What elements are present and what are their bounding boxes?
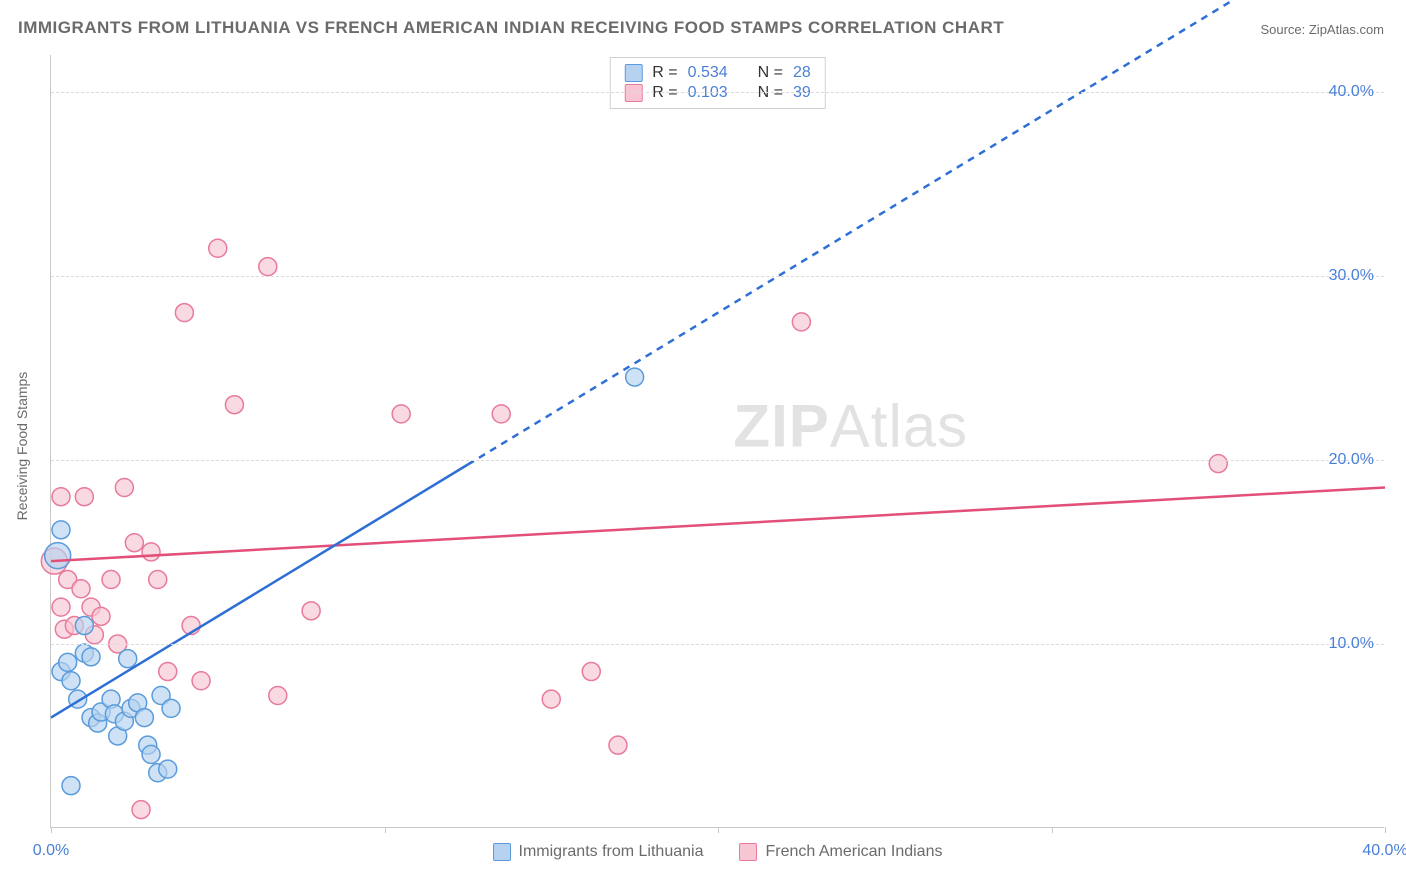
legend-series: Immigrants from Lithuania French American…: [51, 843, 1384, 861]
data-point: [115, 479, 133, 497]
legend-r-value: 0.103: [688, 84, 742, 102]
data-point: [52, 488, 70, 506]
legend-r-label: R =: [652, 84, 677, 102]
data-point: [52, 521, 70, 539]
data-point: [609, 736, 627, 754]
legend-swatch: [624, 64, 642, 82]
x-tick-label: 40.0%: [1362, 842, 1406, 860]
legend-n-value: 28: [793, 64, 811, 82]
legend-r-label: R =: [652, 64, 677, 82]
x-tick-mark: [1052, 827, 1053, 833]
legend-n-label: N =: [758, 84, 783, 102]
data-point: [132, 801, 150, 819]
y-axis-label: Receiving Food Stamps: [14, 372, 30, 521]
x-tick-mark: [51, 827, 52, 833]
y-tick-label: 30.0%: [1329, 267, 1374, 285]
data-point: [92, 607, 110, 625]
data-point: [62, 777, 80, 795]
gridline: [51, 460, 1384, 461]
data-point: [626, 368, 644, 386]
x-tick-mark: [1385, 827, 1386, 833]
legend-n-label: N =: [758, 64, 783, 82]
data-point: [302, 602, 320, 620]
data-point: [119, 650, 137, 668]
chart-title: IMMIGRANTS FROM LITHUANIA VS FRENCH AMER…: [18, 18, 1004, 38]
legend-series-item: Immigrants from Lithuania: [493, 843, 704, 861]
trend-line: [51, 488, 1385, 562]
data-point: [62, 672, 80, 690]
data-point: [269, 686, 287, 704]
legend-swatch: [624, 84, 642, 102]
trend-line: [468, 0, 1385, 465]
y-tick-label: 20.0%: [1329, 451, 1374, 469]
x-tick-label: 0.0%: [33, 842, 69, 860]
data-point: [102, 571, 120, 589]
y-tick-label: 40.0%: [1329, 83, 1374, 101]
legend-series-item: French American Indians: [739, 843, 942, 861]
scatter-svg: [51, 55, 1384, 827]
legend-r-value: 0.534: [688, 64, 742, 82]
data-point: [142, 745, 160, 763]
data-point: [82, 648, 100, 666]
legend-swatch: [739, 843, 757, 861]
data-point: [392, 405, 410, 423]
data-point: [159, 663, 177, 681]
source-label: Source: ZipAtlas.com: [1260, 22, 1384, 37]
y-tick-label: 10.0%: [1329, 635, 1374, 653]
data-point: [492, 405, 510, 423]
data-point: [225, 396, 243, 414]
data-point: [582, 663, 600, 681]
data-point: [259, 258, 277, 276]
gridline: [51, 92, 1384, 93]
trend-line: [51, 465, 468, 718]
legend-series-label: French American Indians: [765, 843, 942, 861]
data-point: [125, 534, 143, 552]
data-point: [162, 699, 180, 717]
x-tick-mark: [718, 827, 719, 833]
data-point: [792, 313, 810, 331]
data-point: [1209, 455, 1227, 473]
legend-correlation-row: R = 0.103 N = 39: [624, 84, 810, 102]
legend-correlation-row: R = 0.534 N = 28: [624, 64, 810, 82]
data-point: [542, 690, 560, 708]
data-point: [135, 709, 153, 727]
data-point: [209, 239, 227, 257]
x-tick-mark: [385, 827, 386, 833]
gridline: [51, 276, 1384, 277]
gridline: [51, 644, 1384, 645]
data-point: [59, 653, 77, 671]
data-point: [192, 672, 210, 690]
legend-series-label: Immigrants from Lithuania: [519, 843, 704, 861]
data-point: [45, 543, 71, 569]
legend-swatch: [493, 843, 511, 861]
legend-correlation: R = 0.534 N = 28 R = 0.103 N = 39: [609, 57, 825, 109]
data-point: [52, 598, 70, 616]
data-point: [149, 571, 167, 589]
data-point: [142, 543, 160, 561]
data-point: [72, 580, 90, 598]
data-point: [159, 760, 177, 778]
data-point: [175, 304, 193, 322]
data-point: [75, 617, 93, 635]
data-point: [75, 488, 93, 506]
legend-n-value: 39: [793, 84, 811, 102]
plot-area: ZIPAtlas R =0.534N =28R =0.103N =39 Immi…: [50, 55, 1384, 828]
